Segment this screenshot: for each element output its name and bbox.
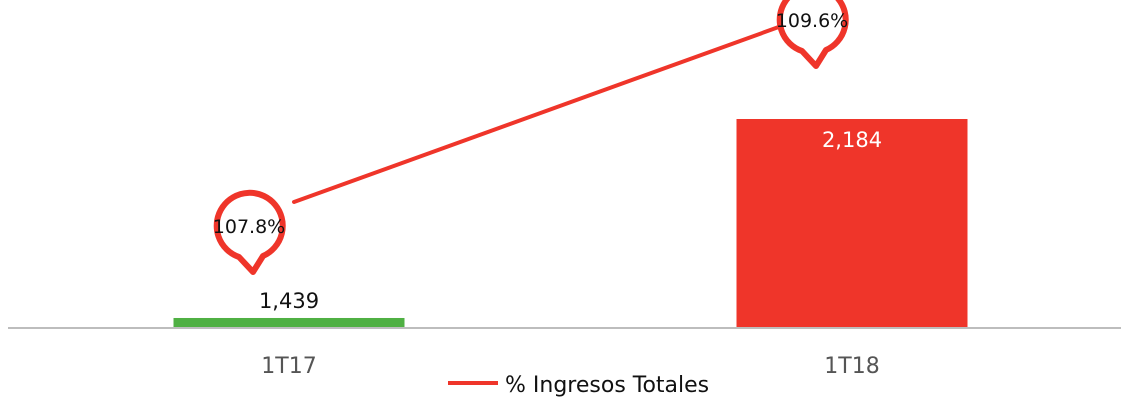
- bar-value-label: 1,439: [259, 289, 319, 313]
- legend-label: % Ingresos Totales: [505, 373, 709, 397]
- x-tick-label: 1T17: [261, 354, 316, 379]
- line-point-marker: [776, 0, 849, 69]
- labels-layer: 1,439 1T17 2,184 1T18 107.8% 109.6%: [213, 10, 882, 379]
- series-line-ingresos: [292, 13, 814, 204]
- x-tick-label: 1T18: [824, 354, 879, 379]
- bar-1T17: [173, 317, 405, 328]
- legend: % Ingresos Totales: [448, 373, 709, 397]
- bar-1T18: [736, 119, 968, 328]
- line-point-marker: [213, 189, 286, 275]
- line-value-label: 109.6%: [776, 10, 848, 32]
- line-value-label: 107.8%: [213, 216, 285, 238]
- bar-value-label: 2,184: [822, 128, 882, 152]
- bars-layer: [173, 119, 968, 328]
- line-layer: [213, 0, 849, 275]
